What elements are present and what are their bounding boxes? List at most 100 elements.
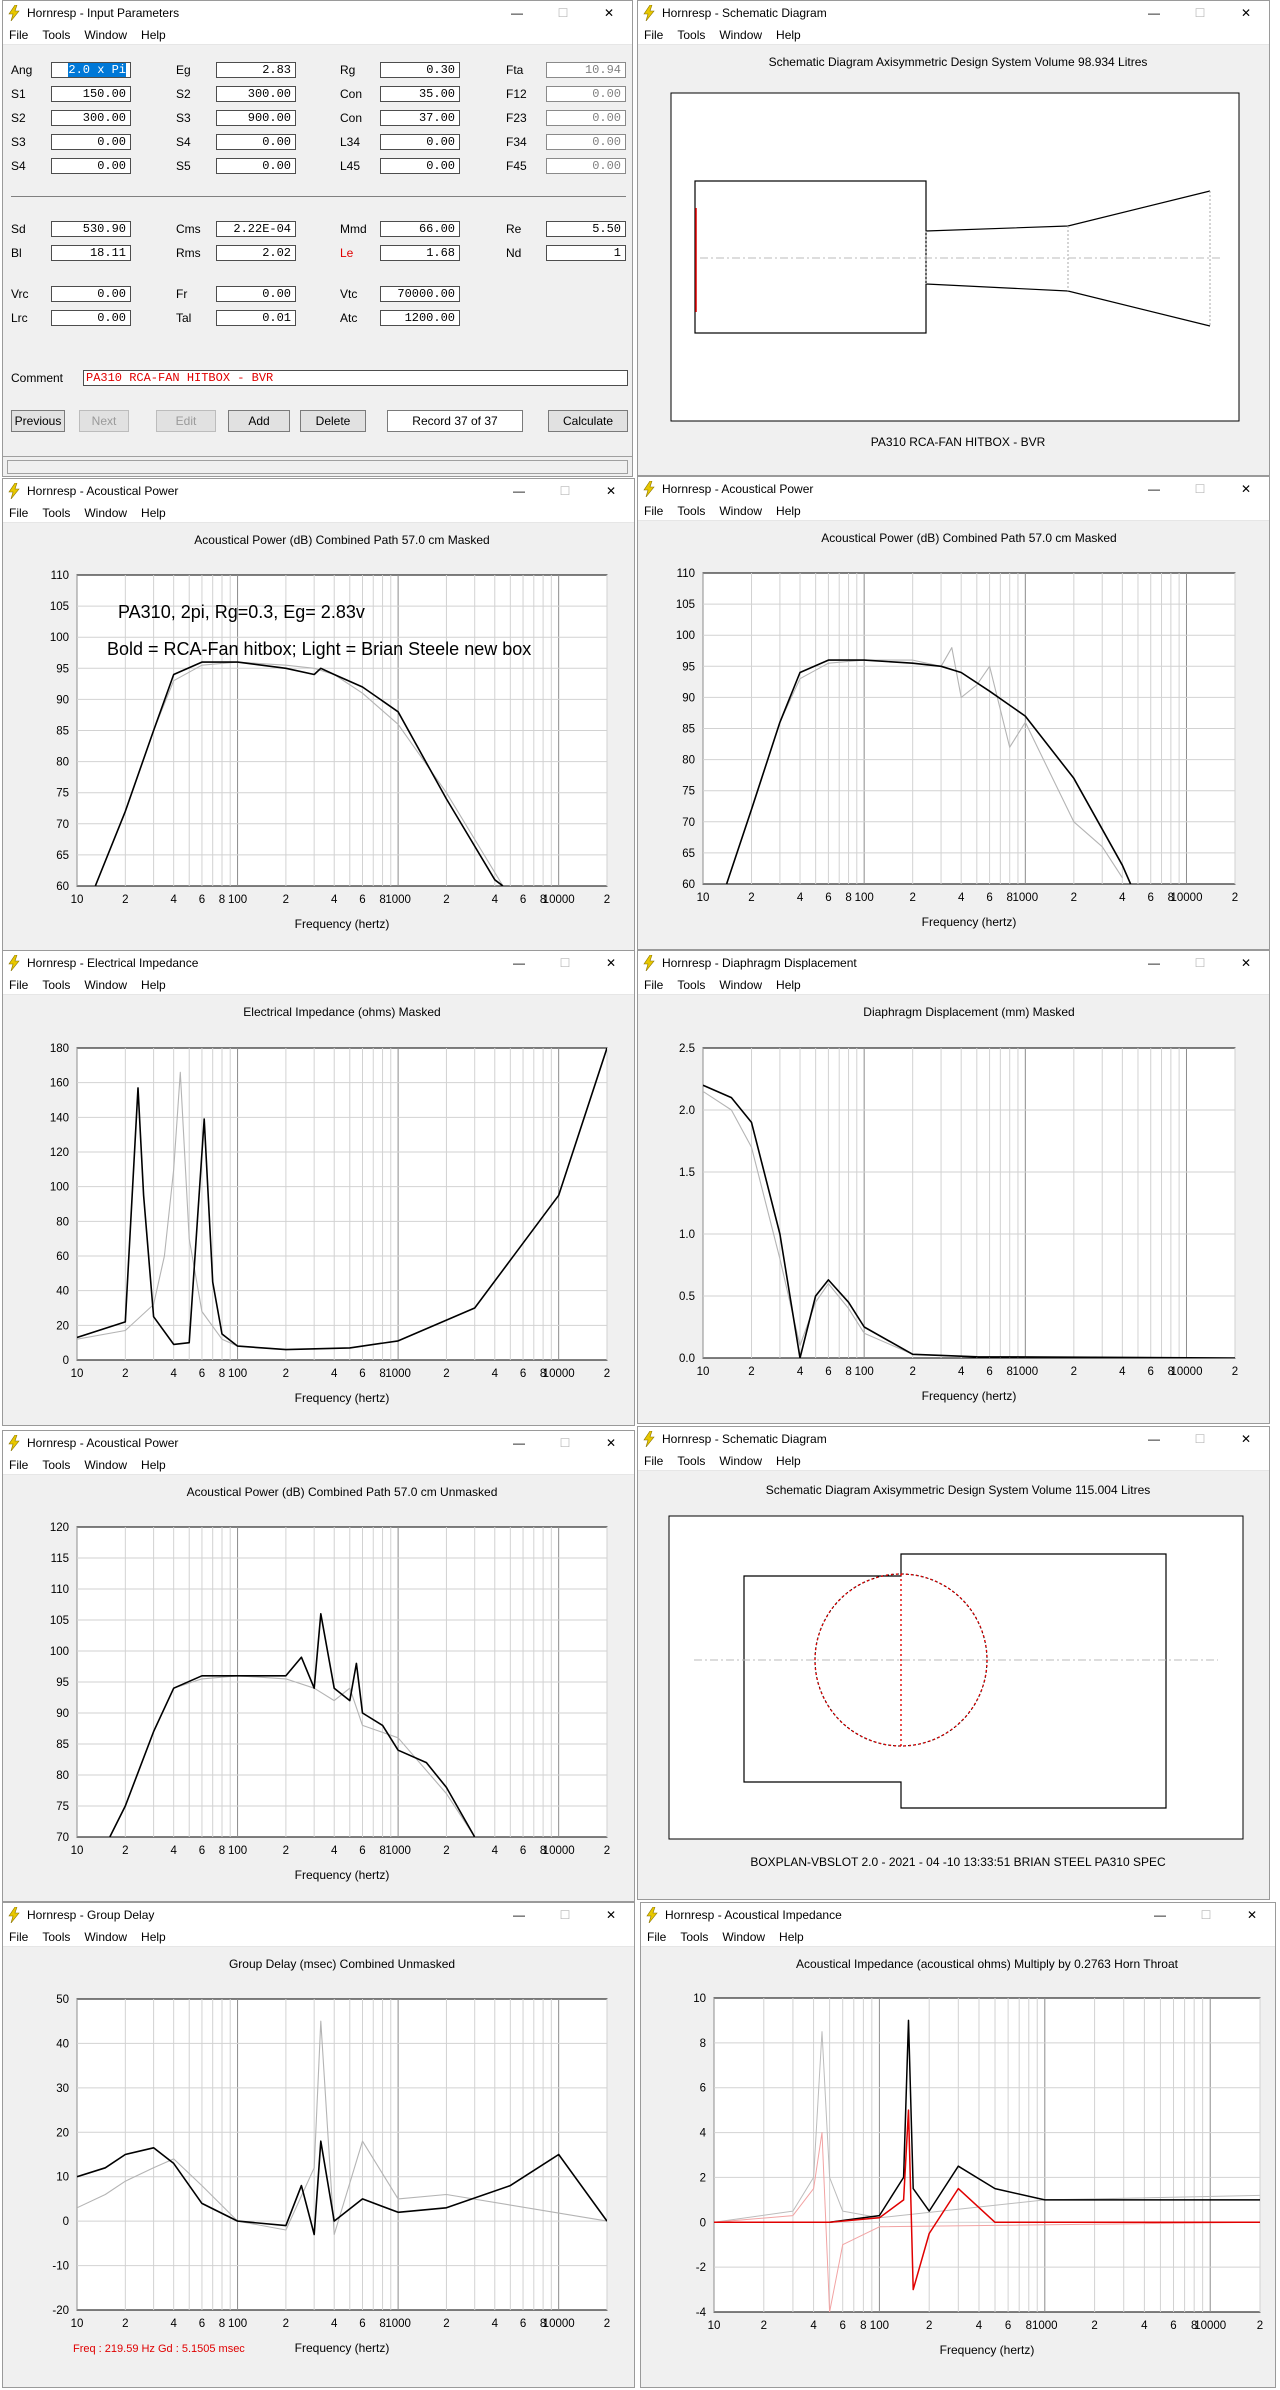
menu-window[interactable]: Window xyxy=(719,977,763,992)
menu-window[interactable]: Window xyxy=(84,1457,128,1472)
menu-help[interactable]: Help xyxy=(776,977,801,992)
menu-file[interactable]: File xyxy=(644,977,664,992)
param-field-s2[interactable]: 300.00 xyxy=(51,110,131,126)
param-field-rms[interactable]: 2.02 xyxy=(216,245,296,261)
param-field-re[interactable]: 5.50 xyxy=(546,221,626,237)
previous-button[interactable]: Previous xyxy=(11,410,65,432)
minimize-icon[interactable]: — xyxy=(1148,6,1160,20)
menu-tools[interactable]: Tools xyxy=(677,27,706,42)
minimize-icon[interactable]: — xyxy=(1148,482,1160,496)
menu-help[interactable]: Help xyxy=(776,1453,801,1468)
maximize-icon[interactable]: ☐ xyxy=(559,956,571,970)
param-field-l34[interactable]: 0.00 xyxy=(380,134,460,150)
maximize-icon[interactable]: ☐ xyxy=(559,1436,571,1450)
close-icon[interactable]: ✕ xyxy=(605,484,617,498)
menu-window[interactable]: Window xyxy=(84,977,128,992)
close-icon[interactable]: ✕ xyxy=(1246,1908,1258,1922)
param-field-vrc[interactable]: 0.00 xyxy=(51,286,131,302)
minimize-icon[interactable]: — xyxy=(1148,1432,1160,1446)
add-button[interactable]: Add xyxy=(228,410,290,432)
param-field-tal[interactable]: 0.01 xyxy=(216,310,296,326)
maximize-icon[interactable]: ☐ xyxy=(559,484,571,498)
menu-window[interactable]: Window xyxy=(719,27,763,42)
menu-tools[interactable]: Tools xyxy=(42,505,71,520)
close-icon[interactable]: ✕ xyxy=(605,956,617,970)
param-field-con[interactable]: 35.00 xyxy=(380,86,460,102)
menu-tools[interactable]: Tools xyxy=(677,503,706,518)
menu-help[interactable]: Help xyxy=(776,503,801,518)
menu-file[interactable]: File xyxy=(9,1929,29,1944)
menu-help[interactable]: Help xyxy=(141,1929,166,1944)
menu-file[interactable]: File xyxy=(644,1453,664,1468)
param-field-con[interactable]: 37.00 xyxy=(380,110,460,126)
minimize-icon[interactable]: — xyxy=(513,484,525,498)
next-button[interactable]: Next xyxy=(79,410,129,432)
menu-help[interactable]: Help xyxy=(141,977,166,992)
param-field-s1[interactable]: 150.00 xyxy=(51,86,131,102)
calculate-button[interactable]: Calculate xyxy=(548,410,628,432)
menu-tools[interactable]: Tools xyxy=(677,977,706,992)
param-field-rg[interactable]: 0.30 xyxy=(380,62,460,78)
param-field-nd[interactable]: 1 xyxy=(546,245,626,261)
menu-tools[interactable]: Tools xyxy=(677,1453,706,1468)
param-field-lrc[interactable]: 0.00 xyxy=(51,310,131,326)
menu-tools[interactable]: Tools xyxy=(42,27,71,42)
param-field-s4[interactable]: 0.00 xyxy=(51,158,131,174)
minimize-icon[interactable]: — xyxy=(513,1908,525,1922)
param-field-cms[interactable]: 2.22E-04 xyxy=(216,221,296,237)
menu-file[interactable]: File xyxy=(644,503,664,518)
param-field-ang[interactable]: 2.0 x Pi xyxy=(51,62,131,78)
menu-tools[interactable]: Tools xyxy=(42,1457,71,1472)
menu-window[interactable]: Window xyxy=(84,27,128,42)
menu-help[interactable]: Help xyxy=(141,27,166,42)
menu-file[interactable]: File xyxy=(9,977,29,992)
close-icon[interactable]: ✕ xyxy=(605,1436,617,1450)
close-icon[interactable]: ✕ xyxy=(1240,1432,1252,1446)
param-field-l45[interactable]: 0.00 xyxy=(380,158,460,174)
param-field-eg[interactable]: 2.83 xyxy=(216,62,296,78)
menu-window[interactable]: Window xyxy=(722,1929,766,1944)
menu-file[interactable]: File xyxy=(9,27,29,42)
comment-field[interactable]: PA310 RCA-FAN HITBOX - BVR xyxy=(83,370,628,386)
param-field-vtc[interactable]: 70000.00 xyxy=(380,286,460,302)
menu-tools[interactable]: Tools xyxy=(42,977,71,992)
minimize-icon[interactable]: — xyxy=(513,1436,525,1450)
menu-window[interactable]: Window xyxy=(719,1453,763,1468)
menu-tools[interactable]: Tools xyxy=(680,1929,709,1944)
delete-button[interactable]: Delete xyxy=(300,410,366,432)
maximize-icon[interactable]: ☐ xyxy=(1194,1432,1206,1446)
minimize-icon[interactable]: — xyxy=(513,956,525,970)
maximize-icon[interactable]: ☐ xyxy=(557,6,569,20)
param-field-s2[interactable]: 300.00 xyxy=(216,86,296,102)
menu-help[interactable]: Help xyxy=(779,1929,804,1944)
maximize-icon[interactable]: ☐ xyxy=(1194,6,1206,20)
maximize-icon[interactable]: ☐ xyxy=(1200,1908,1212,1922)
maximize-icon[interactable]: ☐ xyxy=(1194,482,1206,496)
param-field-s3[interactable]: 0.00 xyxy=(51,134,131,150)
menu-window[interactable]: Window xyxy=(84,505,128,520)
minimize-icon[interactable]: — xyxy=(1148,956,1160,970)
close-icon[interactable]: ✕ xyxy=(605,1908,617,1922)
maximize-icon[interactable]: ☐ xyxy=(1194,956,1206,970)
menu-file[interactable]: File xyxy=(9,505,29,520)
param-field-mmd[interactable]: 66.00 xyxy=(380,221,460,237)
edit-button[interactable]: Edit xyxy=(156,410,216,432)
menu-file[interactable]: File xyxy=(644,27,664,42)
menu-window[interactable]: Window xyxy=(84,1929,128,1944)
maximize-icon[interactable]: ☐ xyxy=(559,1908,571,1922)
param-field-s4[interactable]: 0.00 xyxy=(216,134,296,150)
param-field-s3[interactable]: 900.00 xyxy=(216,110,296,126)
param-field-fr[interactable]: 0.00 xyxy=(216,286,296,302)
param-field-atc[interactable]: 1200.00 xyxy=(380,310,460,326)
param-field-sd[interactable]: 530.90 xyxy=(51,221,131,237)
close-icon[interactable]: ✕ xyxy=(1240,482,1252,496)
menu-help[interactable]: Help xyxy=(141,1457,166,1472)
menu-file[interactable]: File xyxy=(9,1457,29,1472)
param-field-bl[interactable]: 18.11 xyxy=(51,245,131,261)
close-icon[interactable]: ✕ xyxy=(603,6,615,20)
minimize-icon[interactable]: — xyxy=(511,6,523,20)
close-icon[interactable]: ✕ xyxy=(1240,6,1252,20)
menu-window[interactable]: Window xyxy=(719,503,763,518)
param-field-s5[interactable]: 0.00 xyxy=(216,158,296,174)
minimize-icon[interactable]: — xyxy=(1154,1908,1166,1922)
